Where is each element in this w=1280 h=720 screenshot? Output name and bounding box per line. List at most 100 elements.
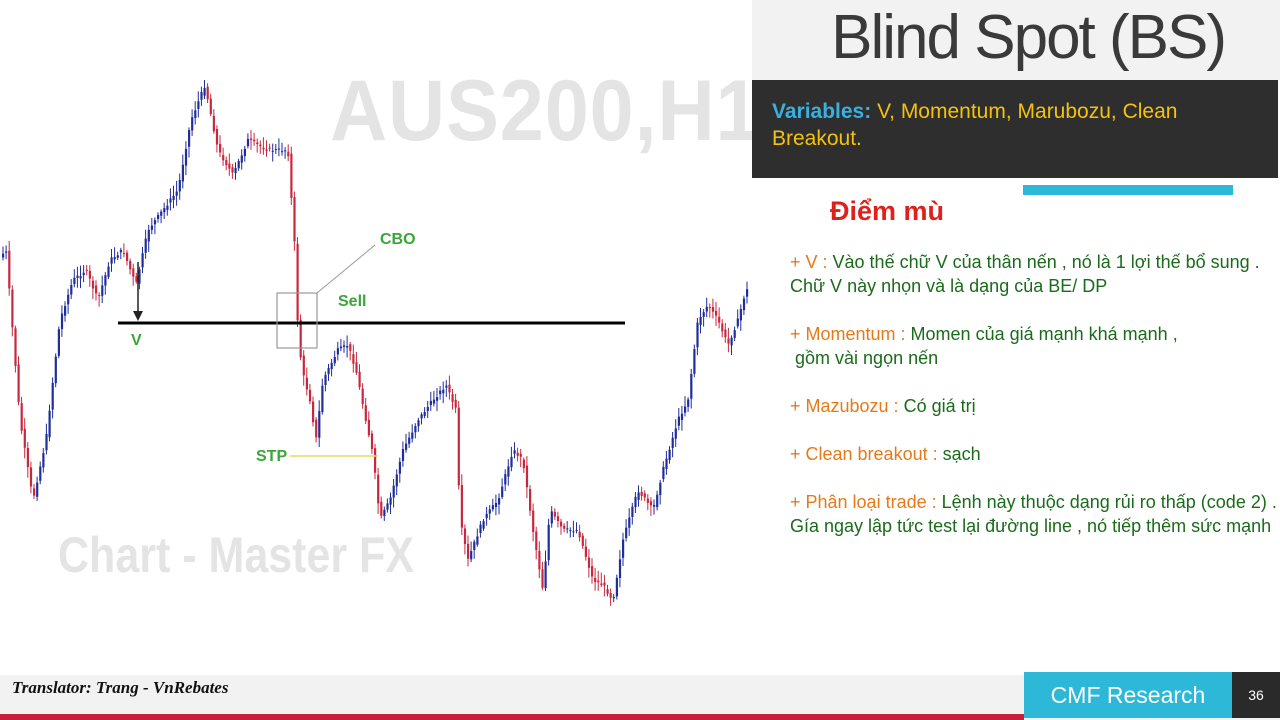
candle bbox=[591, 558, 594, 584]
candle-body bbox=[467, 543, 470, 559]
candle bbox=[138, 266, 141, 290]
candle bbox=[411, 424, 414, 443]
candle bbox=[529, 485, 532, 516]
notes-list: + V : Vào thế chữ V của thân nến , nó là… bbox=[790, 250, 1280, 562]
candle-body bbox=[191, 117, 194, 131]
candle bbox=[39, 461, 42, 485]
candle bbox=[448, 375, 451, 400]
candle-body bbox=[485, 513, 488, 519]
candle bbox=[336, 341, 339, 361]
candle-body bbox=[85, 269, 88, 271]
candle bbox=[532, 503, 535, 542]
candle bbox=[417, 417, 420, 432]
candle bbox=[634, 492, 637, 514]
candle bbox=[414, 423, 417, 439]
footer-accent-line bbox=[0, 714, 1024, 720]
candle bbox=[166, 199, 169, 216]
candle bbox=[715, 301, 718, 326]
candle-body bbox=[395, 474, 398, 487]
candle bbox=[398, 457, 401, 483]
candle-body bbox=[386, 503, 389, 510]
candle-body bbox=[91, 280, 95, 289]
candle-body bbox=[646, 498, 649, 503]
candle bbox=[36, 476, 39, 501]
candle-body bbox=[29, 467, 33, 487]
candle-body bbox=[432, 399, 436, 404]
candle-body bbox=[225, 159, 228, 166]
candle-body bbox=[618, 559, 622, 578]
candle-body bbox=[516, 452, 519, 456]
candle-body bbox=[57, 329, 60, 356]
candle bbox=[606, 584, 609, 597]
candle-body bbox=[141, 253, 144, 268]
candle-body bbox=[532, 510, 535, 533]
candle bbox=[333, 350, 336, 367]
candle-body bbox=[609, 593, 612, 598]
candle-body bbox=[60, 313, 64, 330]
candle bbox=[491, 498, 494, 512]
candle bbox=[671, 431, 674, 458]
candle-body bbox=[169, 198, 172, 203]
candle-body bbox=[566, 528, 569, 530]
candle bbox=[17, 356, 20, 406]
candle-body bbox=[119, 249, 122, 253]
note-text: Momen của giá mạnh khá mạnh , gồm vài ng… bbox=[795, 324, 1178, 368]
brand-badge: CMF Research bbox=[1024, 672, 1232, 718]
cbo-label: CBO bbox=[380, 231, 416, 248]
candle bbox=[23, 418, 26, 459]
candle bbox=[33, 483, 36, 500]
candle-body bbox=[361, 388, 364, 405]
candle-body bbox=[507, 466, 510, 477]
candle-body bbox=[88, 270, 91, 279]
candle bbox=[339, 338, 343, 352]
candle-body bbox=[228, 163, 231, 169]
candle bbox=[281, 142, 284, 156]
candle-body bbox=[519, 453, 522, 457]
candle bbox=[268, 143, 271, 152]
candle bbox=[150, 217, 153, 235]
candle bbox=[132, 263, 135, 286]
candle-body bbox=[612, 596, 615, 599]
candle-body bbox=[529, 489, 532, 511]
candle-body bbox=[358, 371, 361, 388]
candle-body bbox=[256, 142, 259, 145]
candle-body bbox=[442, 389, 445, 394]
candle bbox=[587, 549, 591, 578]
candle bbox=[8, 240, 11, 296]
candle-body bbox=[711, 307, 715, 312]
candle-body bbox=[606, 589, 609, 594]
candle bbox=[649, 497, 653, 516]
candle-body bbox=[250, 138, 253, 141]
candle bbox=[20, 396, 23, 435]
candle bbox=[392, 478, 395, 508]
candle-body bbox=[160, 211, 163, 216]
candle bbox=[225, 156, 228, 171]
candle-body bbox=[14, 328, 17, 366]
candle bbox=[575, 522, 578, 534]
candle bbox=[401, 441, 405, 467]
candle-body bbox=[501, 486, 504, 497]
candle bbox=[445, 380, 448, 397]
candle-body bbox=[522, 459, 525, 469]
candle-body bbox=[147, 229, 150, 242]
candle-body bbox=[234, 167, 237, 174]
candle bbox=[718, 307, 721, 329]
candle bbox=[129, 258, 132, 275]
candle-body bbox=[206, 86, 209, 100]
candle-body bbox=[274, 149, 277, 151]
candle bbox=[287, 144, 290, 162]
candle bbox=[653, 499, 656, 515]
candle bbox=[485, 506, 488, 526]
candle-body bbox=[290, 153, 293, 198]
candle bbox=[88, 265, 91, 287]
candle-body bbox=[209, 98, 212, 115]
candle-body bbox=[380, 501, 383, 516]
candle bbox=[2, 246, 5, 261]
candle bbox=[597, 570, 600, 591]
candle bbox=[246, 133, 250, 149]
candle-body bbox=[349, 344, 352, 351]
candle-body bbox=[122, 252, 126, 255]
candle bbox=[426, 400, 429, 418]
candle-body bbox=[625, 527, 628, 539]
candle bbox=[690, 368, 693, 409]
